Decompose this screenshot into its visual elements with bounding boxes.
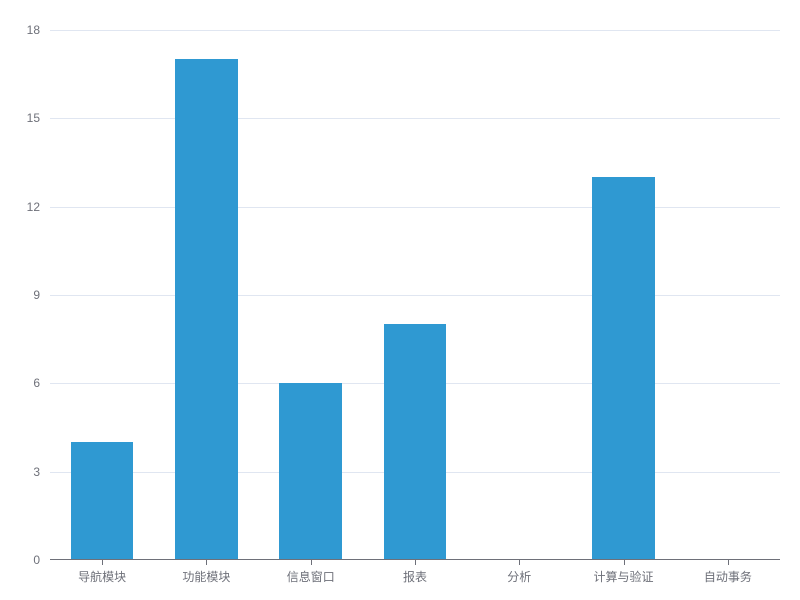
plot-area: 0369121518 导航模块功能模块信息窗口报表分析计算与验证自动事务	[50, 30, 780, 560]
y-tick-label: 12	[27, 200, 50, 214]
bars-layer	[50, 30, 780, 560]
y-tick-label: 3	[33, 465, 50, 479]
x-tick-label: 计算与验证	[594, 560, 654, 585]
bar-chart: 0 3 6 9 12 15 18 导航模块 功能模块 信息窗口 报表 分析 计算与验证 自动事务	[0, 0, 800, 600]
y-tick-label: 0	[33, 553, 50, 567]
x-tick-label: 功能模块	[182, 560, 230, 585]
bar[interactable]	[384, 324, 447, 560]
y-tick-label: 9	[33, 288, 50, 302]
y-tick-label: 6	[33, 376, 50, 390]
x-tick-label: 自动事务	[704, 560, 752, 585]
bar[interactable]	[592, 177, 655, 560]
y-tick-label: 18	[27, 23, 50, 37]
x-tick-label: 导航模块	[78, 560, 126, 585]
bar[interactable]	[175, 59, 238, 560]
bar[interactable]	[71, 442, 134, 560]
bar[interactable]	[279, 383, 342, 560]
x-tick-label: 信息窗口	[287, 560, 335, 585]
x-tick-label: 分析	[507, 560, 531, 585]
y-tick-label: 15	[27, 111, 50, 125]
x-tick-label: 报表	[403, 560, 427, 585]
